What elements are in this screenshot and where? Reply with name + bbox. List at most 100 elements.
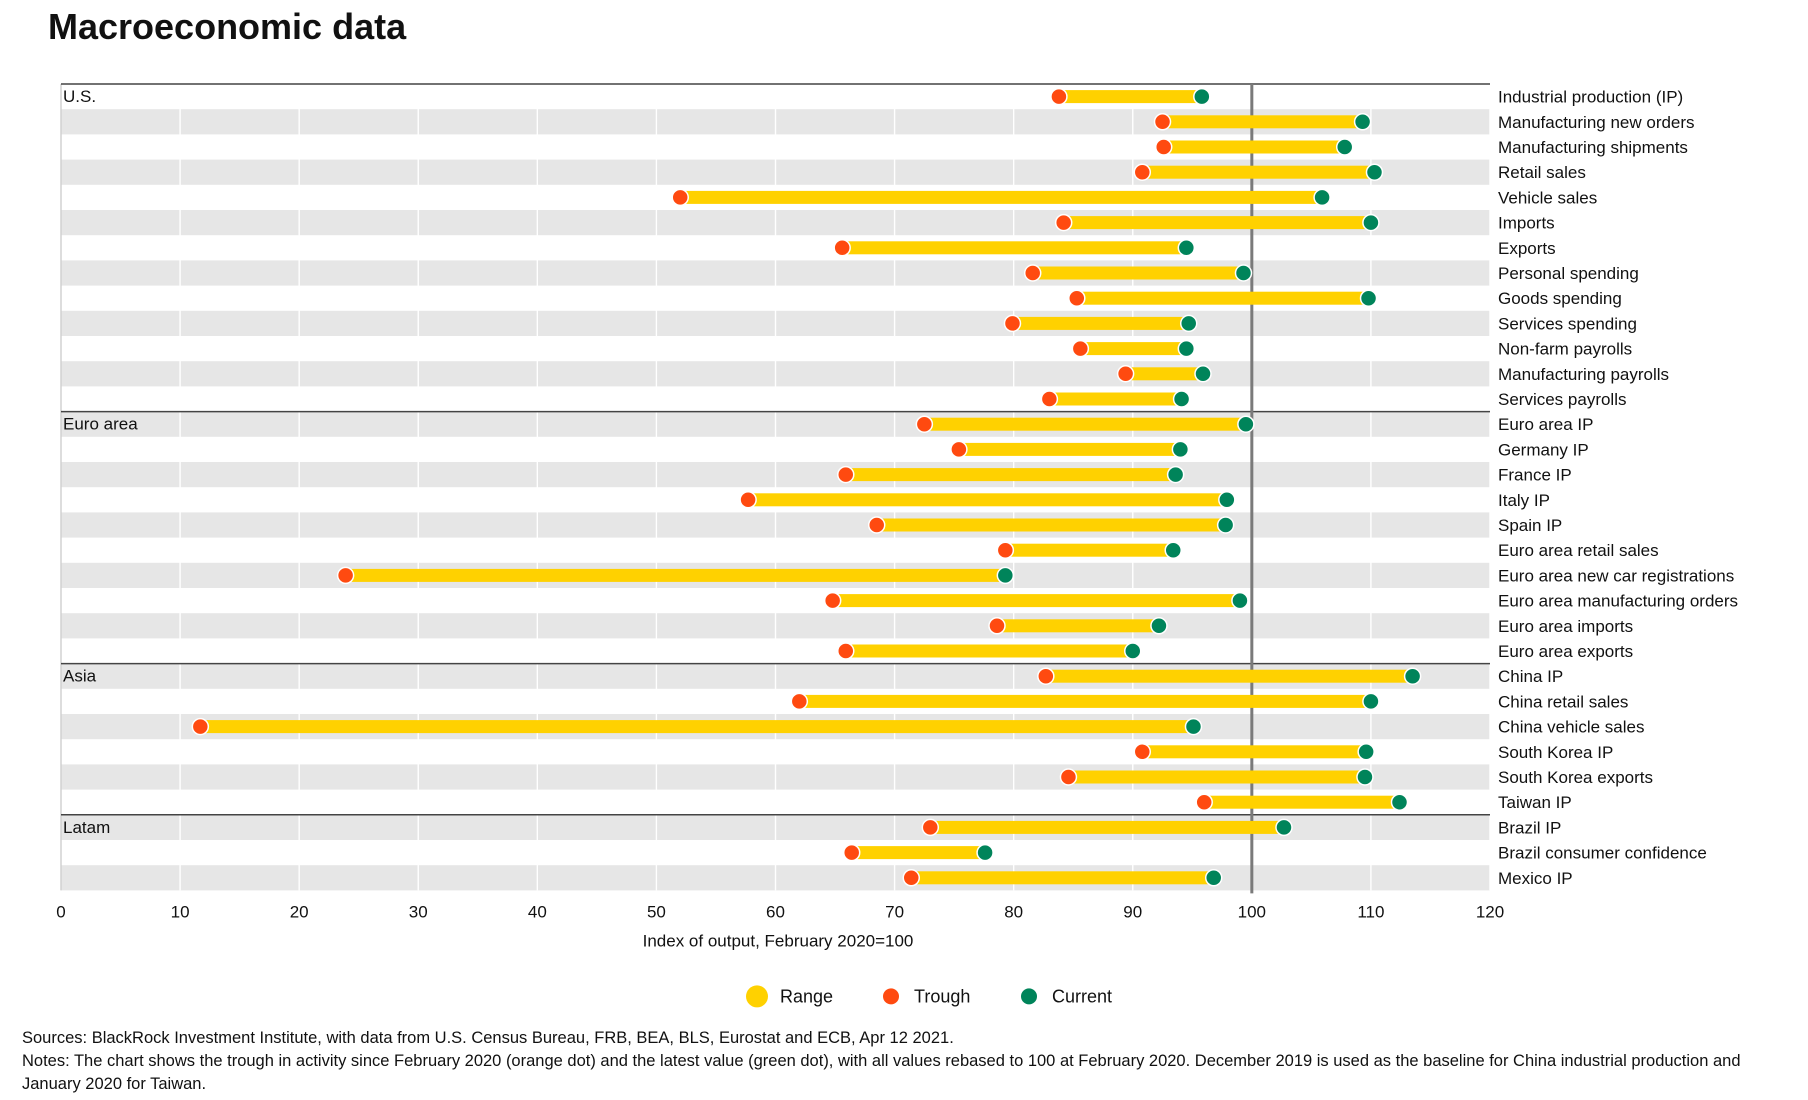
range-bar bbox=[1080, 342, 1187, 356]
current-dot bbox=[1237, 415, 1255, 433]
current-dot bbox=[1335, 138, 1354, 156]
row-label: Euro area new car registrations bbox=[1498, 566, 1734, 585]
row-label: Euro area retail sales bbox=[1498, 541, 1659, 560]
row-label: South Korea IP bbox=[1498, 743, 1613, 762]
range-bar bbox=[1142, 165, 1375, 179]
range-bar bbox=[799, 694, 1371, 708]
current-dot bbox=[1231, 591, 1249, 610]
dots bbox=[191, 87, 1422, 887]
x-tick-label: 100 bbox=[1238, 902, 1266, 921]
range-bar bbox=[1068, 770, 1365, 784]
trough-dot bbox=[1153, 113, 1172, 131]
current-dot bbox=[1356, 768, 1374, 786]
row-label: Personal spending bbox=[1498, 264, 1639, 283]
current-dot bbox=[1362, 692, 1380, 711]
trough-dot bbox=[336, 566, 355, 585]
range-bar bbox=[845, 644, 1133, 658]
trough-dot bbox=[823, 591, 842, 610]
range-bar bbox=[1045, 669, 1413, 683]
current-dot bbox=[1275, 818, 1293, 837]
group-label: Asia bbox=[63, 667, 97, 686]
current-dot bbox=[1177, 239, 1196, 257]
current-dot bbox=[996, 566, 1015, 585]
current-dot bbox=[1164, 541, 1182, 559]
current-dot bbox=[1362, 213, 1380, 232]
x-tick-label: 10 bbox=[171, 902, 190, 921]
row-label: Brazil consumer confidence bbox=[1498, 844, 1707, 863]
row-label: Euro area manufacturing orders bbox=[1498, 592, 1738, 611]
row-label: Manufacturing shipments bbox=[1498, 138, 1688, 157]
trough-dot bbox=[1133, 743, 1152, 761]
trough-dot bbox=[1054, 213, 1073, 232]
trough-dot bbox=[867, 516, 886, 534]
legend-marker-range bbox=[746, 985, 768, 1008]
legend-label: Trough bbox=[914, 986, 970, 1006]
range-bar bbox=[1142, 745, 1367, 759]
current-dot bbox=[1193, 87, 1211, 106]
range-bar bbox=[845, 468, 1176, 482]
row-label: Euro area IP bbox=[1498, 415, 1593, 434]
row-label: Non-farm payrolls bbox=[1498, 340, 1632, 359]
range-bar bbox=[958, 442, 1181, 456]
row-label: China vehicle sales bbox=[1498, 718, 1644, 737]
row-label: Services spending bbox=[1498, 314, 1637, 333]
range-bar bbox=[842, 241, 1187, 255]
notes-text: Notes: The chart shows the trough in act… bbox=[22, 1052, 1741, 1093]
current-dot bbox=[1204, 869, 1223, 887]
x-tick-label: 50 bbox=[647, 902, 666, 921]
row-labels: Industrial production (IP) Manufacturing … bbox=[1498, 88, 1738, 888]
group-labels: U.S. Euro area Asia Latam bbox=[63, 87, 138, 837]
trough-dot bbox=[1133, 163, 1152, 181]
row-label: Vehicle sales bbox=[1498, 188, 1597, 207]
row-label: Manufacturing payrolls bbox=[1498, 365, 1669, 384]
trough-dot bbox=[950, 440, 968, 459]
trough-dot bbox=[790, 692, 809, 711]
row-label: Goods spending bbox=[1498, 289, 1622, 308]
row-label: China IP bbox=[1498, 667, 1563, 686]
trough-dot bbox=[837, 642, 855, 660]
range-bar bbox=[996, 619, 1159, 633]
row-label: Euro area exports bbox=[1498, 642, 1633, 661]
trough-dot bbox=[1154, 138, 1173, 156]
range-bar bbox=[1076, 291, 1369, 305]
trough-dot bbox=[191, 717, 210, 736]
row-label: Industrial production (IP) bbox=[1498, 88, 1683, 107]
trough-dot bbox=[921, 818, 940, 837]
trough-dot bbox=[915, 415, 934, 433]
range-bar bbox=[680, 190, 1323, 204]
x-tick-label: 90 bbox=[1123, 902, 1142, 921]
group-label: Euro area bbox=[63, 415, 138, 434]
row-label: Spain IP bbox=[1498, 516, 1562, 535]
range-bar bbox=[832, 594, 1240, 608]
current-dot bbox=[1403, 667, 1422, 685]
trough-dot bbox=[1068, 289, 1086, 307]
range-bar bbox=[930, 820, 1284, 834]
current-dot bbox=[1194, 365, 1212, 383]
trough-dot bbox=[833, 239, 851, 257]
x-axis-title: Index of output, February 2020=100 bbox=[643, 931, 914, 950]
range-bar bbox=[1125, 367, 1204, 381]
trough-dot bbox=[1050, 87, 1068, 106]
current-dot bbox=[1150, 617, 1168, 635]
trough-dot bbox=[671, 188, 689, 207]
range-bar bbox=[1162, 115, 1363, 129]
row-label: Manufacturing new orders bbox=[1498, 113, 1695, 132]
trough-dot bbox=[988, 617, 1006, 635]
trough-dot bbox=[996, 541, 1015, 559]
range-bar bbox=[1005, 543, 1174, 557]
range-bar bbox=[1204, 795, 1400, 809]
x-tick-label: 30 bbox=[409, 902, 428, 921]
current-dot bbox=[1313, 188, 1331, 207]
x-tick-label: 110 bbox=[1357, 902, 1384, 921]
range-bar bbox=[1032, 266, 1244, 280]
row-label: Retail sales bbox=[1498, 163, 1586, 182]
range-bar bbox=[1012, 316, 1189, 330]
group-label: Latam bbox=[63, 818, 110, 837]
row-label: Italy IP bbox=[1498, 491, 1550, 510]
trough-dot bbox=[1059, 768, 1078, 786]
current-dot bbox=[1172, 390, 1191, 408]
x-tick-label: 70 bbox=[885, 902, 904, 921]
chart-title: Macroeconomic data bbox=[48, 6, 407, 47]
range-bar bbox=[345, 568, 1006, 582]
current-dot bbox=[1216, 516, 1235, 534]
